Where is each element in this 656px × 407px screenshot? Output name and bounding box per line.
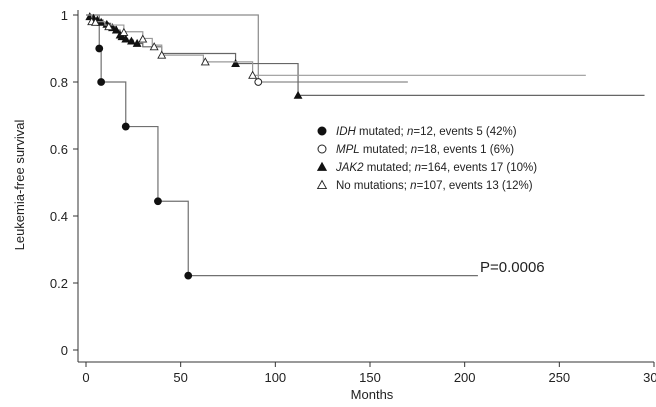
y-tick-label: 0 (61, 343, 68, 358)
legend-gene: JAK2 (335, 162, 364, 174)
x-tick-label: 200 (454, 370, 476, 385)
series-idh (86, 14, 478, 280)
legend-text: No mutations; (336, 180, 410, 192)
y-tick-label: 0.2 (50, 276, 68, 291)
marker-filled-triangle (316, 161, 328, 171)
marker-filled-triangle (132, 38, 142, 47)
legend-n: n (411, 144, 417, 156)
series-line (86, 14, 586, 76)
legend-label: IDH mutated; n=12, events 5 (42%) (336, 126, 517, 138)
marker-filled-triangle (293, 90, 303, 99)
marker-open-triangle (248, 70, 258, 79)
legend-label: JAK2 mutated; n=164, events 17 (10%) (335, 162, 537, 174)
marker-filled-circle (154, 197, 162, 206)
x-tick-label: 300 (643, 370, 656, 385)
axes: 0 0.2 0.4 0.6 0.8 1 0 50 100 150 200 250 300 (50, 8, 656, 385)
marker-filled-triangle (127, 36, 136, 45)
y-tick-label: 1 (61, 8, 68, 23)
y-tick-label: 0.4 (50, 209, 68, 224)
marker-open-triangle (90, 17, 100, 26)
x-tick-label: 0 (82, 370, 89, 385)
series-mpl (86, 14, 408, 86)
legend: IDH mutated; n=12, events 5 (42%)MPL mut… (316, 126, 537, 192)
marker-open-triangle (119, 27, 129, 36)
legend-label: No mutations; n=107, events 13 (12%) (336, 180, 533, 192)
marker-filled-circle (317, 126, 327, 136)
x-tick-label: 100 (264, 370, 286, 385)
marker-filled-circle (95, 44, 104, 53)
y-tick-label: 0.6 (50, 142, 68, 157)
marker-filled-circle (184, 271, 193, 280)
marker-open-circle (254, 78, 263, 86)
series-line (86, 14, 478, 277)
series-line (86, 14, 408, 83)
legend-n: n (415, 162, 421, 174)
marker-filled-circle (97, 78, 106, 86)
legend-item: JAK2 mutated; n=164, events 17 (10%) (316, 161, 537, 174)
legend-n: n (407, 126, 413, 138)
y-tick-label: 0.8 (50, 75, 68, 90)
marker-filled-triangle (121, 34, 131, 43)
marker-open-triangle (149, 42, 159, 51)
marker-open-triangle (316, 179, 328, 189)
legend-gene: IDH (336, 126, 357, 138)
x-tick-label: 50 (173, 370, 187, 385)
legend-n: n (410, 180, 416, 192)
marker-open-circle (317, 144, 327, 154)
y-axis-title: Leukemia-free survival (12, 120, 27, 251)
legend-rest: =164, events 17 (10%) (421, 162, 537, 174)
legend-rest: =12, events 5 (42%) (413, 126, 516, 138)
legend-rest: =107, events 13 (12%) (417, 180, 533, 192)
marker-open-triangle (157, 50, 167, 59)
marker-filled-triangle (111, 25, 121, 34)
series-layer (85, 12, 645, 280)
legend-item: IDH mutated; n=12, events 5 (42%) (317, 126, 517, 138)
x-tick-label: 250 (548, 370, 570, 385)
legend-gene: MPL (336, 144, 360, 156)
legend-text: mutated; (364, 162, 415, 174)
x-tick-label: 150 (359, 370, 381, 385)
legend-label: MPL mutated; n=18, events 1 (6%) (336, 144, 514, 156)
marker-filled-triangle (231, 59, 240, 67)
legend-text: mutated; (360, 144, 411, 156)
marker-open-triangle (138, 34, 148, 43)
legend-item: No mutations; n=107, events 13 (12%) (316, 179, 533, 192)
marker-filled-circle (121, 122, 130, 131)
legend-item: MPL mutated; n=18, events 1 (6%) (317, 144, 514, 156)
p-value-annotation: P=0.0006 (480, 259, 545, 276)
marker-open-triangle (200, 57, 210, 66)
legend-text: mutated; (356, 126, 407, 138)
legend-rest: =18, events 1 (6%) (417, 144, 514, 156)
series-no-mutations (86, 14, 586, 79)
marker-open-triangle (104, 22, 114, 31)
x-axis-title: Months (351, 387, 394, 402)
